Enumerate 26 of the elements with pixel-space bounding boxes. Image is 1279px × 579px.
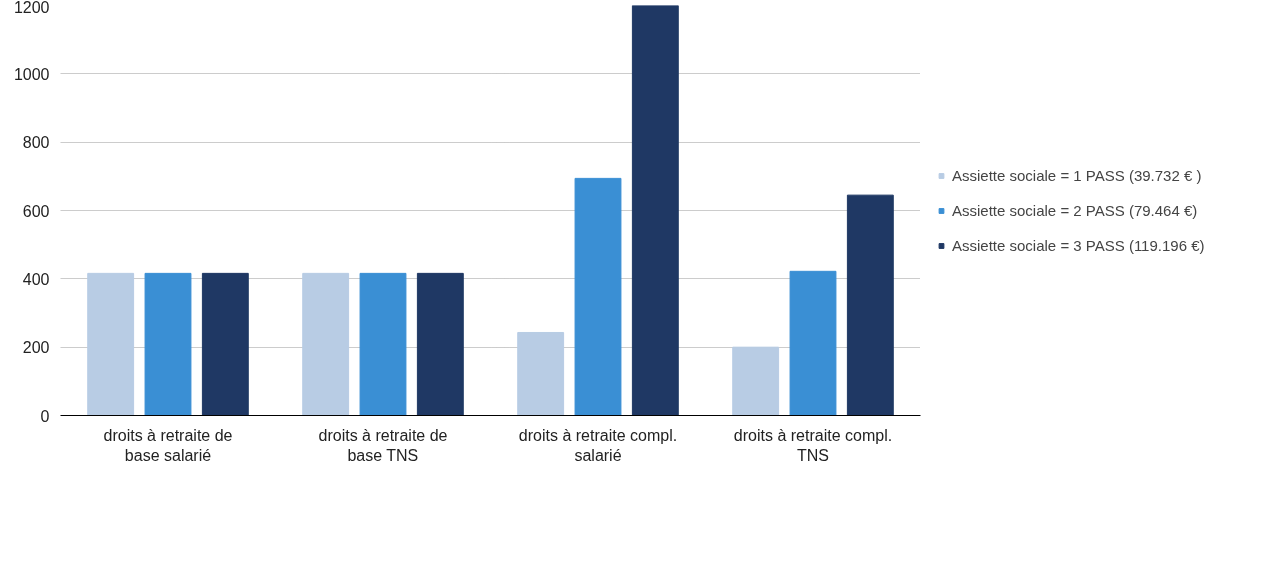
y-tick-label: 800 bbox=[22, 134, 50, 152]
x-tick-label: droits à retraite compl. salarié bbox=[518, 426, 678, 464]
y-tick-label: 1200 bbox=[13, 0, 50, 16]
bar bbox=[302, 272, 350, 416]
bar bbox=[144, 272, 192, 416]
y-tick-label: 400 bbox=[22, 270, 50, 288]
y-tick-label: 200 bbox=[22, 339, 50, 357]
x-tick-label: droits à retraite de base salarié bbox=[103, 426, 233, 464]
legend-label: Assiette sociale = 2 PASS (79.464 €) bbox=[952, 201, 1198, 219]
bar bbox=[631, 5, 679, 416]
legend-label: Assiette sociale = 1 PASS (39.732 € ) bbox=[952, 166, 1202, 184]
bar bbox=[574, 177, 622, 416]
bar bbox=[517, 331, 565, 416]
bar bbox=[416, 272, 464, 416]
x-tick-label: droits à retraite compl. TNS bbox=[733, 426, 893, 464]
legend-label: Assiette sociale = 3 PASS (119.196 €) bbox=[952, 236, 1205, 254]
bar bbox=[201, 272, 249, 416]
bar bbox=[789, 270, 837, 416]
y-tick-label: 1000 bbox=[13, 65, 50, 83]
y-tick-label: 0 bbox=[40, 407, 50, 425]
x-tick-label: droits à retraite de base TNS bbox=[318, 426, 448, 464]
bar bbox=[87, 272, 135, 416]
bar bbox=[732, 346, 780, 416]
bar bbox=[846, 194, 894, 416]
bar bbox=[359, 272, 407, 416]
y-tick-label: 600 bbox=[22, 202, 50, 220]
